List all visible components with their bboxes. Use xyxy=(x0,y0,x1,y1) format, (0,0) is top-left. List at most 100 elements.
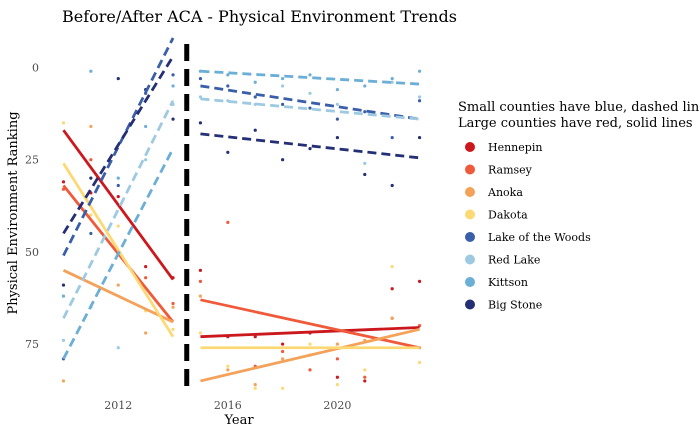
y-tick-label: 75 xyxy=(25,338,39,351)
data-point xyxy=(116,283,120,287)
trend-line-post-anoka xyxy=(200,327,420,383)
data-point xyxy=(226,150,230,154)
data-point xyxy=(61,180,66,184)
data-point xyxy=(390,80,394,84)
legend-label: Dakota xyxy=(488,209,528,222)
data-point xyxy=(198,76,203,81)
data-point xyxy=(171,305,175,309)
series-kittson xyxy=(61,69,422,298)
data-point xyxy=(281,102,285,106)
legend-item: Red Lake xyxy=(465,254,540,267)
data-point xyxy=(61,121,66,125)
trend-line-pre-anoka xyxy=(62,269,174,324)
data-point xyxy=(61,294,66,298)
legend-item: Kittson xyxy=(465,276,528,289)
data-point xyxy=(308,147,312,151)
trend-line-pre-big-stone xyxy=(62,55,175,235)
legend-label: Big Stone xyxy=(488,299,542,312)
data-point xyxy=(144,276,148,280)
data-point xyxy=(253,386,257,390)
data-point xyxy=(89,69,93,73)
legend-key xyxy=(465,142,475,152)
data-point xyxy=(171,301,175,306)
data-point xyxy=(335,383,339,387)
plot-area xyxy=(61,37,422,392)
data-point xyxy=(335,135,339,140)
legend-key xyxy=(465,277,475,287)
data-point xyxy=(390,265,394,269)
data-point xyxy=(198,268,203,272)
legend-items: Hennepin Ramsey Anoka Dakota Lake of the Woo… xyxy=(465,141,591,312)
data-point xyxy=(198,331,203,335)
data-point xyxy=(144,124,148,129)
chart-title: Before/After ACA - Physical Environment … xyxy=(62,7,457,26)
data-point xyxy=(253,335,257,339)
data-point xyxy=(308,106,312,110)
legend-title-line-1: Small counties have blue, dashed lines xyxy=(458,100,700,115)
series-hennepin xyxy=(61,180,422,383)
data-point xyxy=(390,135,394,140)
legend: Small counties have blue, dashed lines L… xyxy=(458,100,700,312)
x-tick-label: 2012 xyxy=(104,399,132,412)
trend-line-post-lake-of-the-woods xyxy=(200,84,420,121)
trend-line-post-big-stone xyxy=(200,132,420,160)
legend-item: Ramsey xyxy=(465,164,533,177)
legend-item: Dakota xyxy=(465,209,528,222)
data-point xyxy=(281,342,285,346)
data-point xyxy=(198,279,203,283)
data-point xyxy=(116,194,120,199)
data-point xyxy=(253,383,257,387)
trend-line-pre-kittson xyxy=(62,147,175,360)
legend-item: Hennepin xyxy=(465,141,542,154)
data-point xyxy=(171,117,175,121)
data-point xyxy=(390,316,394,320)
data-point xyxy=(335,117,339,121)
legend-key xyxy=(465,209,475,220)
data-point xyxy=(363,368,367,372)
legend-key xyxy=(465,232,475,242)
x-tick-label: 2016 xyxy=(214,399,242,412)
legend-item: Anoka xyxy=(465,186,523,199)
data-point xyxy=(226,84,230,88)
series-big-stone xyxy=(61,76,422,287)
legend-item: Big Stone xyxy=(465,299,542,312)
data-point xyxy=(61,283,66,287)
data-point xyxy=(89,213,93,217)
data-point xyxy=(89,176,93,180)
data-point xyxy=(116,346,120,350)
y-tick-label: 0 xyxy=(32,62,39,75)
data-point xyxy=(116,176,120,180)
data-point xyxy=(116,183,120,188)
x-axis-title: Year xyxy=(223,413,254,428)
data-point xyxy=(390,76,394,81)
data-point xyxy=(417,135,422,140)
data-point xyxy=(335,102,339,106)
trend-line-post-ramsey xyxy=(200,298,420,350)
series-dakota xyxy=(61,121,422,390)
legend-key xyxy=(465,187,475,197)
data-point xyxy=(417,99,422,103)
data-point xyxy=(144,265,148,269)
data-point xyxy=(253,102,257,106)
data-point xyxy=(253,80,257,84)
legend-title-line-2: Large counties have red, solid lines xyxy=(458,116,693,131)
data-point xyxy=(61,379,66,383)
series-ramsey xyxy=(61,158,422,379)
data-point xyxy=(363,161,367,165)
legend-item: Lake of the Woods xyxy=(465,231,591,244)
trend-line-pre-lake-of-the-woods xyxy=(62,37,175,257)
data-point xyxy=(335,357,339,361)
data-point xyxy=(144,158,148,162)
data-point xyxy=(363,375,367,379)
data-point xyxy=(417,360,422,365)
data-point xyxy=(116,224,120,228)
data-point xyxy=(417,95,422,99)
trend-line-post-red-lake xyxy=(200,97,420,121)
legend-label: Ramsey xyxy=(488,164,533,177)
data-point xyxy=(89,158,93,162)
data-point xyxy=(281,84,285,88)
data-point xyxy=(226,364,230,368)
data-point xyxy=(171,327,175,331)
data-point xyxy=(171,84,175,88)
